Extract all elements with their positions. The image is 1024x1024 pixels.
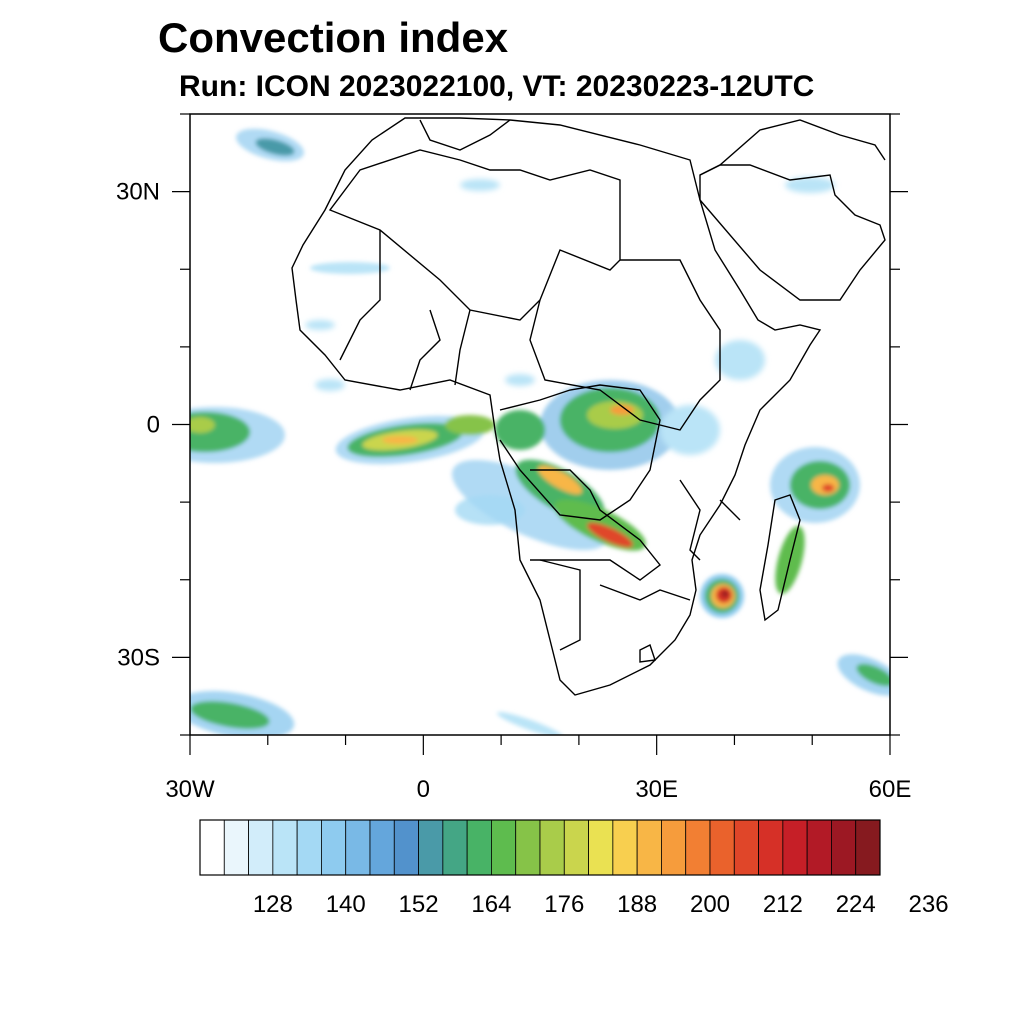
convection-area-mozambique-cyclone: [700, 574, 744, 618]
colorbar: 128 140 152 164 176 188 200 212 224 236: [199, 819, 949, 918]
colorbar-swatch: [248, 819, 274, 876]
colorbar-swatch: [199, 819, 225, 876]
lon-tick-label: 0: [417, 776, 430, 803]
colorbar-swatch: [223, 819, 249, 876]
coastline-borders: [291, 117, 886, 696]
colorbar-label: 224: [836, 891, 876, 918]
lon-tick-label: 30E: [635, 776, 678, 803]
colorbar-label: 188: [617, 891, 657, 918]
colorbar-swatch: [806, 819, 832, 876]
colorbar-swatch: [345, 819, 371, 876]
colorbar-label: 152: [399, 891, 439, 918]
colorbar-label: 200: [690, 891, 730, 918]
convection-area-madagascar: [770, 447, 860, 594]
colorbar-swatch: [272, 819, 298, 876]
colorbar-swatch: [393, 819, 419, 876]
colorbar-swatch: [539, 819, 565, 876]
map-ticks: 30N 0 30S 30W 0 30E 60E: [116, 113, 912, 803]
lat-tick-label: 30S: [117, 644, 160, 671]
convection-area-north-atlantic: [235, 128, 390, 274]
colorbar-label: 176: [544, 891, 584, 918]
colorbar-swatch: [296, 819, 322, 876]
convection-area-south-atlantic: [190, 690, 563, 735]
convection-area-southwest-indian-ocean: [837, 654, 890, 696]
colorbar-swatch: [369, 819, 395, 876]
colorbar-label: 164: [471, 891, 511, 918]
convection-area-gulf-of-guinea: [335, 415, 495, 465]
colorbar-swatch: [661, 819, 687, 876]
colorbar-swatch: [563, 819, 589, 876]
colorbar-swatch: [491, 819, 517, 876]
colorbar-swatch: [442, 819, 468, 876]
colorbar-swatch: [831, 819, 857, 876]
colorbar-label: 212: [763, 891, 803, 918]
colorbar-swatch: [515, 819, 541, 876]
colorbar-label: 140: [326, 891, 366, 918]
colorbar-swatch: [466, 819, 492, 876]
lat-tick-label: 0: [147, 412, 160, 439]
colorbar-swatch: [588, 819, 614, 876]
convection-scatter: [305, 177, 835, 455]
lon-tick-label: 60E: [869, 776, 912, 803]
convection-field: [190, 128, 890, 735]
map-subtitle: Run: ICON 2023022100, VT: 20230223-12UTC: [179, 70, 815, 103]
colorbar-label: 128: [253, 891, 293, 918]
colorbar-swatch: [685, 819, 711, 876]
colorbar-swatch: [418, 819, 444, 876]
colorbar-label: 236: [909, 891, 949, 918]
colorbar-swatch: [636, 819, 662, 876]
colorbar-swatch: [709, 819, 735, 876]
convection-area-central-africa: [451, 380, 680, 551]
colorbar-swatch: [855, 819, 881, 876]
colorbar-frame: [199, 819, 881, 876]
lat-tick-label: 30N: [116, 179, 160, 206]
colorbar-swatch: [733, 819, 759, 876]
colorbar-swatch: [758, 819, 784, 876]
colorbar-swatch: [612, 819, 638, 876]
lon-tick-label: 30W: [165, 776, 215, 803]
colorbar-swatch: [782, 819, 808, 876]
colorbar-swatch: [321, 819, 347, 876]
map-title: Convection index: [158, 14, 509, 61]
convection-area-atlantic-equatorial: [190, 407, 285, 463]
